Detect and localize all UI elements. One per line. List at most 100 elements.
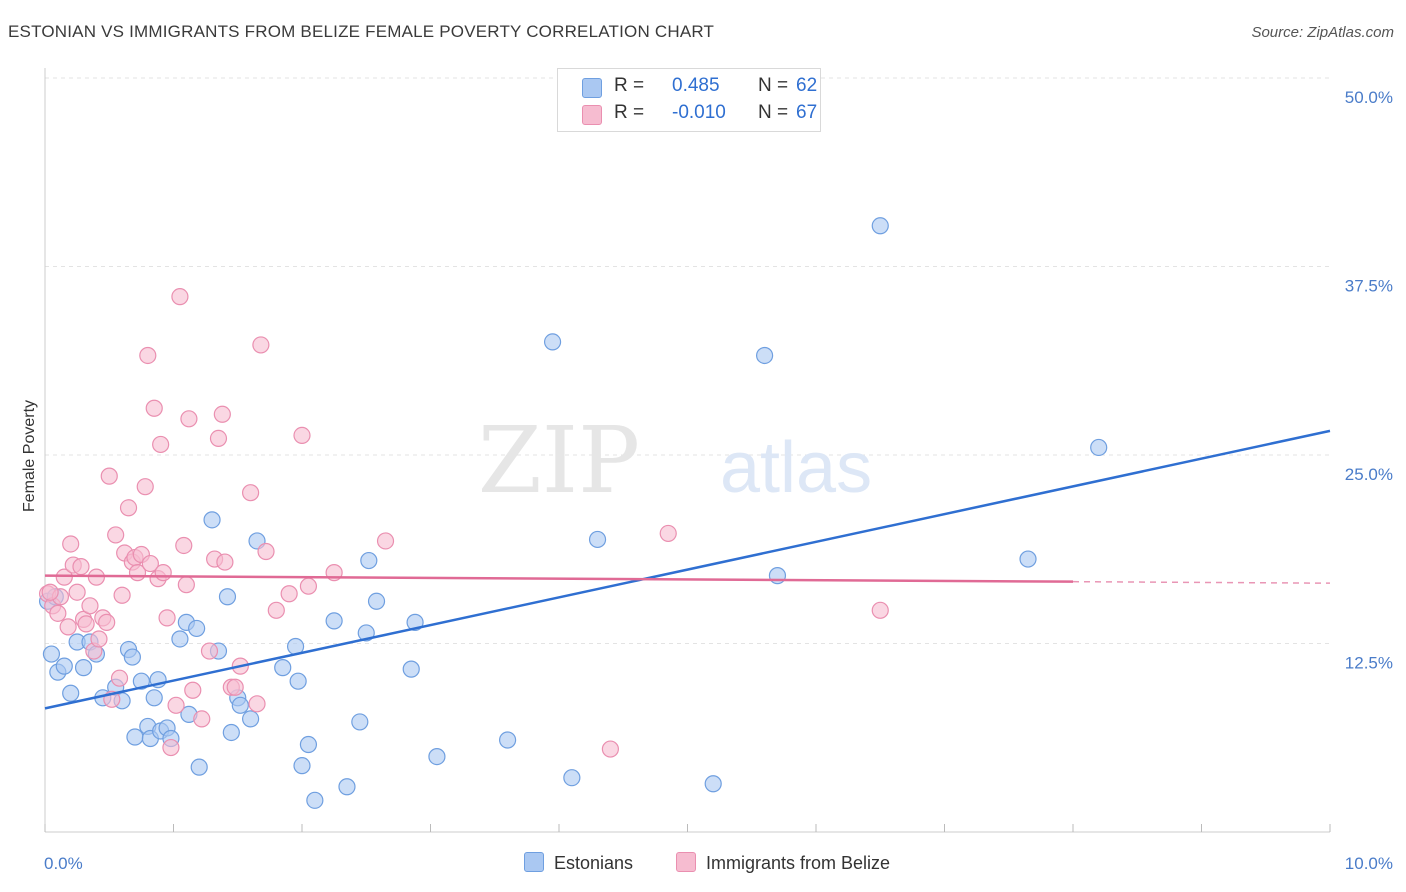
belize-point xyxy=(376,532,395,550)
estonians-point xyxy=(274,659,292,677)
belize-legend-label: Immigrants from Belize xyxy=(706,853,891,873)
n-label: N = xyxy=(758,102,789,123)
belize-point xyxy=(280,585,298,603)
belize-point xyxy=(139,346,157,365)
estonians-point xyxy=(231,696,249,714)
belize-point xyxy=(141,554,159,573)
belize-point xyxy=(184,681,202,699)
estonians-point xyxy=(188,619,206,638)
belize-point xyxy=(107,526,125,544)
belize-point xyxy=(113,586,131,604)
belize-point xyxy=(59,618,77,636)
belize-point xyxy=(77,615,95,633)
estonians-point xyxy=(428,747,446,766)
belize-point xyxy=(62,535,80,553)
belize-point xyxy=(100,467,118,485)
estonians-point xyxy=(543,333,562,351)
estonians-point xyxy=(126,728,144,746)
estonians-point xyxy=(1090,438,1108,457)
belize-point xyxy=(119,499,138,517)
belize-point xyxy=(267,601,285,619)
y-tick-label: 37.5% xyxy=(1345,277,1393,296)
tick-labels: 12.5% 25.0% 37.5% 50.0% 0.0% 10.0% xyxy=(44,88,1393,873)
belize-point xyxy=(72,557,90,576)
source-label: Source: ZipAtlas.com xyxy=(1251,24,1394,41)
belize-point xyxy=(659,524,677,543)
belize-trend-line xyxy=(44,574,1074,583)
estonians-point xyxy=(190,758,208,776)
estonians-point xyxy=(218,588,237,606)
estonians-point xyxy=(704,775,722,793)
estonians-swatch xyxy=(524,852,544,872)
chart-title: ESTONIAN VS IMMIGRANTS FROM BELIZE FEMAL… xyxy=(8,22,715,41)
belize-point xyxy=(216,553,234,571)
belize-point xyxy=(248,695,266,713)
belize-point xyxy=(98,613,116,631)
estonians-point xyxy=(588,530,607,549)
belize-point xyxy=(81,597,99,615)
belize-point xyxy=(257,542,275,561)
estonians-point xyxy=(325,612,343,630)
belize-point xyxy=(55,568,73,586)
bottom-legend-belize: Immigrants from Belize xyxy=(676,852,890,874)
belize-point xyxy=(242,484,260,502)
belize-point xyxy=(293,426,311,444)
estonians-swatch xyxy=(582,78,602,98)
estonians-point xyxy=(563,769,581,787)
grid-lines xyxy=(45,77,1330,644)
belize-point xyxy=(171,288,189,306)
axes xyxy=(44,68,1331,833)
y-tick-label: 50.0% xyxy=(1345,88,1393,107)
belize-point xyxy=(90,630,108,648)
belize-swatch xyxy=(582,105,602,125)
estonians-point xyxy=(360,551,378,570)
watermark-zip: ZIP xyxy=(478,407,640,514)
estonians-point xyxy=(367,592,386,610)
trend-lines xyxy=(44,429,1331,710)
estonians-point xyxy=(289,672,307,690)
r-value: -0.010 xyxy=(672,102,726,123)
belize-point xyxy=(601,740,620,758)
belize-point xyxy=(162,738,180,757)
watermark-atlas: atlas xyxy=(720,428,872,508)
belize-point xyxy=(154,564,172,582)
r-label: R = xyxy=(614,75,645,96)
estonians-point xyxy=(499,731,517,749)
belize-point xyxy=(175,536,193,555)
r-value: 0.485 xyxy=(672,75,720,96)
belize-point xyxy=(226,678,244,696)
estonians-point xyxy=(222,723,240,742)
belize-swatch xyxy=(676,852,696,872)
belize-point xyxy=(136,478,154,496)
estonians-point xyxy=(755,346,774,365)
belize-point xyxy=(871,601,889,619)
belize-point xyxy=(49,604,67,622)
estonians-point xyxy=(171,630,189,648)
belize-point xyxy=(252,336,270,354)
y-axis-label: Female Poverty xyxy=(21,400,38,512)
belize-point xyxy=(152,435,170,454)
estonians-point xyxy=(338,778,356,796)
belize-point xyxy=(167,696,185,714)
y-tick-label: 12.5% xyxy=(1345,654,1393,673)
bottom-legend-estonians: Estonians xyxy=(524,852,633,874)
belize-point xyxy=(193,710,211,728)
belize-point xyxy=(180,410,198,428)
r-label: R = xyxy=(614,102,645,123)
belize-point xyxy=(41,583,59,601)
belize-point xyxy=(200,642,219,660)
estonians-point xyxy=(55,657,73,675)
belize-point xyxy=(110,669,129,687)
n-value: 62 xyxy=(796,75,818,96)
belize-point xyxy=(158,609,176,627)
belize-point xyxy=(68,583,86,601)
n-label: N = xyxy=(758,75,789,96)
belize-point xyxy=(177,576,195,594)
estonians-point xyxy=(42,645,61,663)
estonians-trend-line xyxy=(44,429,1331,710)
belize-point xyxy=(299,577,318,595)
y-tick-label: 25.0% xyxy=(1345,465,1393,484)
estonians-point xyxy=(62,684,80,702)
estonians-point xyxy=(242,710,260,728)
